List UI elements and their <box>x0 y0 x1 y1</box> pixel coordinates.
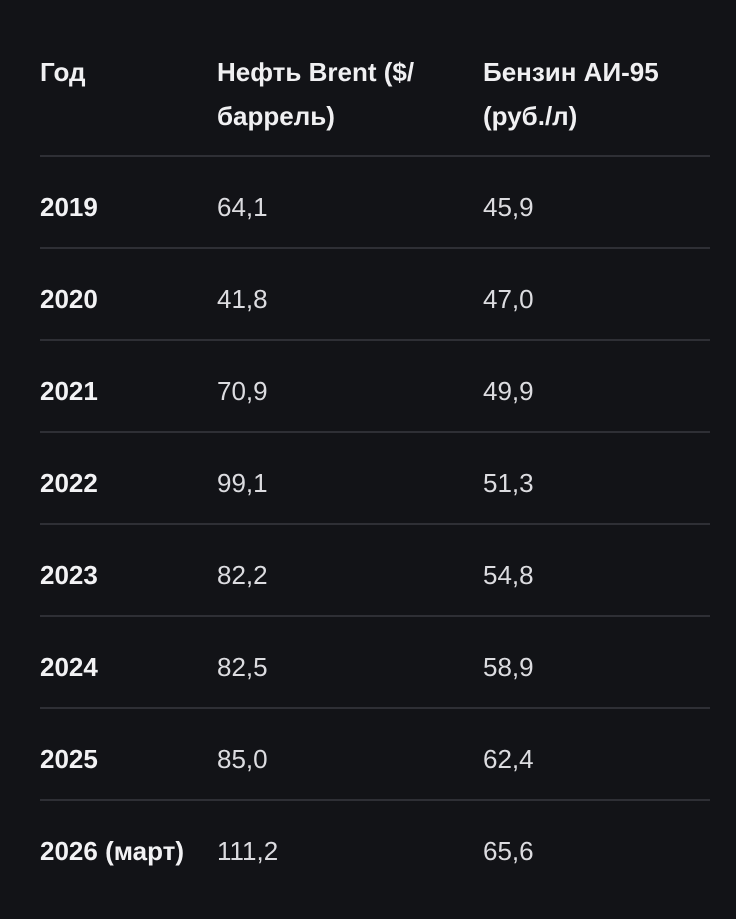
data-table: Год Нефть Brent ($/ баррель) Бензин АИ-9… <box>40 50 710 892</box>
cell-year: 2020 <box>40 248 217 341</box>
cell-brent: 82,5 <box>217 616 483 709</box>
table-header: Год Нефть Brent ($/ баррель) Бензин АИ-9… <box>40 50 710 157</box>
cell-gasoline: 58,9 <box>483 616 710 709</box>
cell-year: 2021 <box>40 340 217 433</box>
cell-gasoline: 54,8 <box>483 524 710 617</box>
table-row: 2019 64,1 45,9 <box>40 156 710 249</box>
header-year: Год <box>40 50 217 157</box>
cell-gasoline: 65,6 <box>483 836 534 866</box>
cell-brent: 82,2 <box>217 524 483 617</box>
cell-year: 2025 <box>40 708 217 801</box>
cell-brent: 70,9 <box>217 340 483 433</box>
cell-year: 2019 <box>40 156 217 249</box>
cell-brent: 99,1 <box>217 432 483 525</box>
table-row: 2026 (март) 111,2 65,6 <box>40 800 710 892</box>
cell-gasoline: 62,4 <box>483 708 710 801</box>
table-row: 2023 82,2 54,8 <box>40 524 710 617</box>
cell-gasoline: 49,9 <box>483 340 710 433</box>
cell-brent: 111,2 <box>217 836 279 866</box>
cell-year: 2022 <box>40 432 217 525</box>
table-row: 2021 70,9 49,9 <box>40 340 710 433</box>
table-row: 2022 99,1 51,3 <box>40 432 710 525</box>
header-row: Год Нефть Brent ($/ баррель) Бензин АИ-9… <box>40 50 710 157</box>
cell-gasoline: 51,3 <box>483 432 710 525</box>
cell-brent: 85,0 <box>217 708 483 801</box>
cell-year: 2026 (март) <box>40 836 185 866</box>
cell-brent: 41,8 <box>217 248 483 341</box>
table-row: 2024 82,5 58,9 <box>40 616 710 709</box>
table-row: 2025 85,0 62,4 <box>40 708 710 801</box>
cell-year: 2024 <box>40 616 217 709</box>
cell-gasoline: 47,0 <box>483 248 710 341</box>
header-gasoline: Бензин АИ-95 (руб./л) <box>483 50 710 157</box>
table-row: 2020 41,8 47,0 <box>40 248 710 341</box>
table-body: 2019 64,1 45,9 2020 41,8 47,0 2021 70,9 … <box>40 156 710 892</box>
cell-brent: 64,1 <box>217 156 483 249</box>
cell-year: 2023 <box>40 524 217 617</box>
header-brent: Нефть Brent ($/ баррель) <box>217 50 483 157</box>
cell-gasoline: 45,9 <box>483 156 710 249</box>
